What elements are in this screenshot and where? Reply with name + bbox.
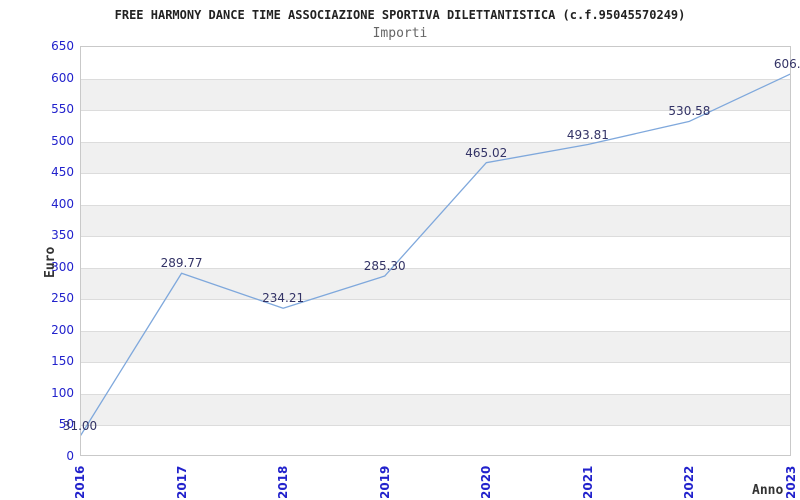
grid-band: [81, 330, 790, 363]
data-point-label: 289.77: [160, 256, 203, 271]
gridline: [81, 236, 790, 238]
x-tick-label: 2018: [276, 465, 291, 499]
chart-title: FREE HARMONY DANCE TIME ASSOCIAZIONE SPO…: [114, 8, 686, 22]
gridline: [81, 393, 790, 395]
data-point-label: 285.30: [363, 259, 406, 274]
data-point-label: 465.02: [465, 145, 508, 160]
gridline: [81, 141, 790, 143]
x-tick-label: 2022: [682, 465, 697, 499]
y-tick-label: 650: [51, 39, 74, 53]
gridline: [81, 173, 790, 175]
chart-subtitle: Importi: [372, 26, 428, 41]
y-tick-label: 100: [51, 385, 74, 400]
data-point-label: 234.21: [262, 291, 305, 306]
data-point-label: 493.81: [566, 127, 609, 142]
y-tick-label: 500: [51, 133, 74, 148]
grid-band: [81, 393, 790, 426]
data-point-label: 606.1: [773, 56, 800, 71]
data-point-label: 530.58: [668, 104, 711, 119]
x-tick-label: 2021: [580, 465, 595, 499]
x-tick-label: 2017: [174, 465, 189, 499]
y-tick-label: 0: [66, 449, 74, 463]
series-line: [81, 73, 790, 437]
grid-band: [81, 204, 790, 237]
y-tick-label: 600: [51, 70, 74, 85]
y-tick-label: 250: [51, 291, 74, 306]
gridline: [81, 362, 790, 364]
x-axis-title: Anno: [752, 483, 784, 498]
y-tick-label: 50: [58, 417, 74, 432]
x-tick-label: 2016: [73, 465, 87, 499]
grid-band: [81, 78, 790, 111]
grid-band: [81, 267, 790, 300]
data-point-label: 31.00: [62, 419, 98, 434]
plot-area: [80, 46, 791, 456]
grid-band: [81, 141, 790, 174]
x-tick-label: 2019: [377, 465, 392, 499]
gridline: [81, 267, 790, 269]
x-tick-label: 2020: [479, 465, 494, 499]
y-tick-label: 450: [51, 165, 74, 180]
line-series-svg: [81, 73, 790, 437]
y-tick-label: 400: [51, 196, 74, 211]
gridline: [81, 330, 790, 332]
x-tick-label: 2023: [784, 465, 798, 499]
gridline: [81, 110, 790, 112]
gridline: [81, 78, 790, 80]
y-tick-label: 350: [51, 228, 74, 243]
gridline: [81, 299, 790, 301]
y-tick-label: 300: [51, 259, 74, 274]
y-tick-label: 200: [51, 322, 74, 337]
y-tick-label: 150: [51, 354, 74, 369]
y-tick-label: 550: [51, 102, 74, 117]
gridline: [81, 204, 790, 206]
gridline: [81, 425, 790, 427]
